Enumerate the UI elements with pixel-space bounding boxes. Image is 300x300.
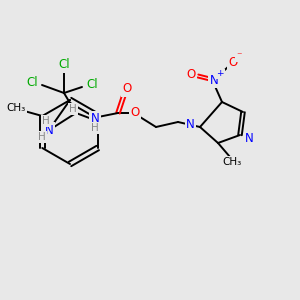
Text: N: N — [186, 118, 195, 130]
Text: N: N — [245, 131, 254, 145]
Text: O: O — [130, 106, 140, 119]
Text: CH₃: CH₃ — [222, 157, 242, 167]
Text: O: O — [186, 68, 196, 80]
Text: Cl: Cl — [58, 58, 70, 71]
Text: H: H — [42, 116, 50, 126]
Text: O: O — [228, 56, 238, 68]
Text: O: O — [122, 82, 132, 95]
Text: Cl: Cl — [26, 76, 38, 88]
Text: N: N — [91, 112, 99, 125]
Text: H: H — [38, 132, 46, 142]
Text: N: N — [210, 74, 218, 86]
Text: Cl: Cl — [86, 77, 98, 91]
Text: +: + — [216, 70, 224, 79]
Text: N: N — [45, 124, 53, 136]
Text: CH₃: CH₃ — [7, 103, 26, 113]
Text: ⁻: ⁻ — [236, 51, 242, 61]
Text: H: H — [69, 104, 77, 114]
Text: H: H — [91, 123, 99, 133]
